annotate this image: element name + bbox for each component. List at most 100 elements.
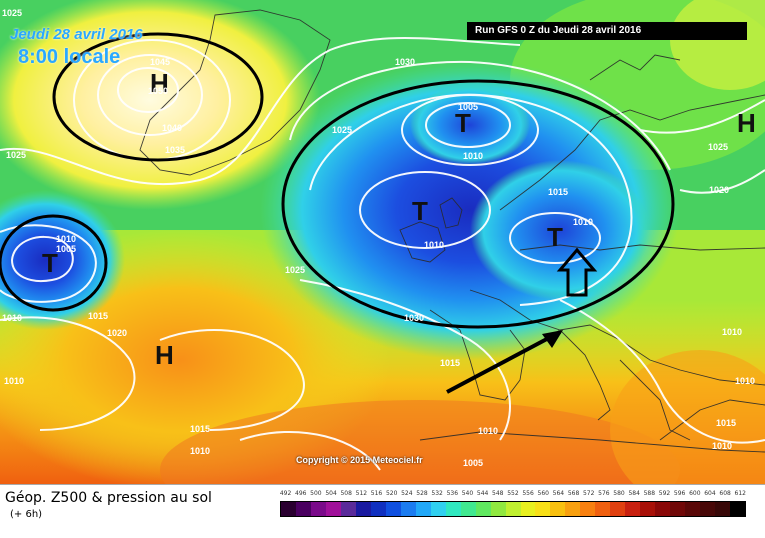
isobar-label: 1040 [162, 123, 183, 133]
isobar-label: 1010 [712, 441, 733, 451]
isobar-label: 1025 [708, 142, 729, 152]
scale-tick-label: 576 [598, 490, 610, 497]
color-swatch [565, 502, 581, 516]
isobar-label: 1010 [722, 327, 743, 337]
isobar-label: 1005 [458, 102, 479, 112]
scale-tick-label: 568 [567, 490, 580, 497]
isobar-label: 1025 [332, 125, 353, 135]
low-pressure-label: T [412, 196, 428, 226]
color-swatch [415, 502, 431, 516]
scale-tick-label: 524 [401, 490, 413, 497]
color-swatch [610, 502, 626, 516]
isobar-label: 1015 [548, 187, 569, 197]
isobar-label: 1020 [709, 185, 730, 195]
scale-tick-label: 512 [355, 490, 368, 497]
isobar-label: 1015 [716, 418, 737, 428]
model-run-banner: Run GFS 0 Z du Jeudi 28 avril 2016 [467, 22, 747, 40]
scale-tick-label: 600 [689, 490, 701, 497]
scale-tick-label: 572 [582, 490, 595, 497]
color-swatch [490, 502, 506, 516]
scale-tick-label: 608 [719, 490, 731, 497]
scale-tick-label: 584 [628, 490, 640, 497]
isobar-label: 1030 [395, 57, 416, 67]
color-scale-ticks: 492 496 500 504 508 512 516 520 524 528 532 536 540 5… [278, 490, 748, 497]
isobar-label: 1045 [150, 57, 171, 67]
color-swatch [550, 502, 566, 516]
scale-tick-label: 560 [537, 490, 549, 497]
scale-tick-label: 604 [704, 490, 716, 497]
low-pressure-label: T [455, 108, 471, 138]
copyright-notice: Copyright © 2015 Meteociel.fr [296, 455, 423, 465]
forecast-date: Jeudi 28 avril 2016 [10, 26, 143, 43]
color-swatch [685, 502, 701, 516]
isobar-label: 1010 [735, 376, 756, 386]
scale-tick-label: 588 [643, 490, 656, 497]
color-swatch [295, 502, 311, 516]
isobar-label: 1005 [463, 458, 484, 468]
scale-tick-label: 504 [325, 490, 337, 497]
scale-tick-label: 544 [476, 490, 489, 497]
scale-tick-label: 552 [507, 490, 519, 497]
color-swatch [655, 502, 671, 516]
low-pressure-label: T [42, 248, 58, 278]
scale-tick-label: 516 [370, 490, 383, 497]
color-swatch [520, 502, 536, 516]
color-swatch [700, 502, 716, 516]
circle-high-greenland [52, 32, 264, 162]
color-swatch [325, 502, 341, 516]
isobar-label: 1015 [88, 311, 109, 321]
scale-tick-label: 536 [446, 490, 459, 497]
color-swatch [445, 502, 461, 516]
isobar-label: 1010 [2, 313, 23, 323]
color-swatch [535, 502, 551, 516]
color-swatch [355, 502, 371, 516]
high-pressure-label: H [155, 340, 174, 370]
color-swatch [625, 502, 641, 516]
color-swatch [340, 502, 356, 516]
color-swatch [385, 502, 401, 516]
isobar-label: 1050 [148, 86, 169, 96]
low-pressure-label: T [547, 222, 563, 252]
color-swatch [370, 502, 386, 516]
scale-tick-label: 612 [734, 490, 746, 497]
scale-tick-label: 564 [552, 490, 565, 497]
isobar-label: 1010 [190, 446, 211, 456]
circle-low-atlantic [0, 214, 108, 312]
scale-tick-label: 500 [310, 490, 322, 497]
scale-tick-label: 556 [522, 490, 534, 497]
color-swatch [505, 502, 521, 516]
color-swatch [580, 502, 596, 516]
color-swatch [640, 502, 656, 516]
color-swatch [670, 502, 686, 516]
color-swatch [730, 502, 746, 516]
isobar-label: 1020 [107, 328, 128, 338]
isobar-label: 1010 [463, 151, 484, 161]
isobar-label: 1025 [6, 150, 27, 160]
scale-tick-label: 496 [295, 490, 307, 497]
isobar-label: 1035 [165, 145, 186, 155]
forecast-offset: (+ 6h) [10, 509, 43, 520]
color-swatch [715, 502, 731, 516]
color-swatch [430, 502, 446, 516]
scale-tick-label: 592 [658, 490, 671, 497]
top-left-isobar-value: 1025 [2, 8, 23, 18]
isobar-label: 1010 [424, 240, 445, 250]
high-pressure-label: H [150, 68, 169, 98]
scale-tick-label: 492 [279, 490, 292, 497]
color-swatch [281, 502, 296, 516]
isobar-label: 1005 [56, 244, 77, 254]
color-swatch [475, 502, 491, 516]
weather-map [0, 0, 765, 484]
scale-tick-label: 540 [461, 490, 474, 497]
isobar-label: 1015 [190, 424, 211, 434]
forecast-local-time: 8:00 locale [18, 46, 121, 68]
scale-tick-label: 580 [613, 490, 625, 497]
high-pressure-label: H [737, 108, 756, 138]
isobar-label: 1030 [404, 313, 425, 323]
color-scale-bar [280, 501, 746, 517]
isobar-label: 1025 [285, 265, 306, 275]
color-swatch [460, 502, 476, 516]
isobar-label: 1010 [56, 234, 77, 244]
color-swatch [595, 502, 611, 516]
